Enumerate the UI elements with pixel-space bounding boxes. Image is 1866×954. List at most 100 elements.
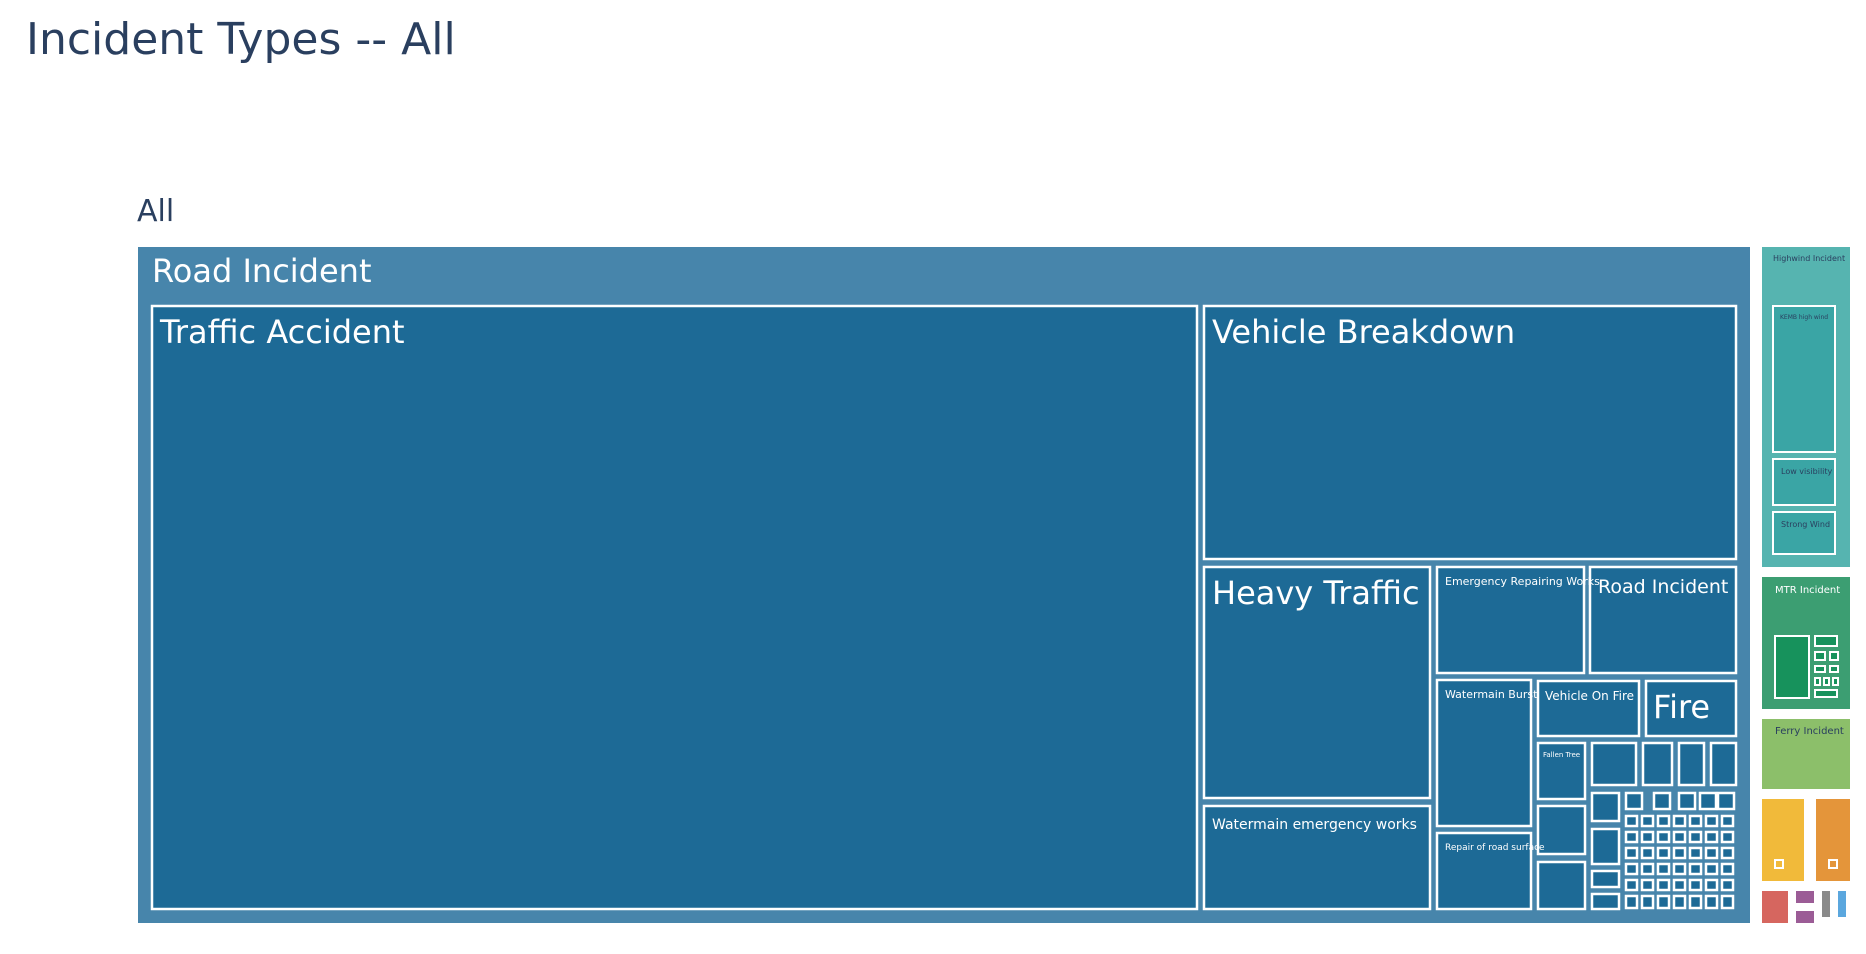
tile-road-small-1[interactable] [1590,741,1638,787]
tile-label-ferry-incident: Ferry Incident [1775,726,1844,737]
tile-road-tiny-11[interactable] [1704,814,1719,828]
tile-road-tiny-23[interactable] [1672,846,1687,860]
tile-label-watermain-emergency-works: Watermain emergency works [1212,817,1417,833]
tile-category-purple-1[interactable] [1796,891,1814,903]
tile-heavy-traffic[interactable] [1202,565,1432,800]
tile-mtr-child-2[interactable] [1814,635,1838,647]
tile-kemb-high-wind[interactable] [1772,305,1836,453]
tile-road-tiny-12[interactable] [1720,814,1735,828]
tile-road-tiny-18[interactable] [1704,830,1719,844]
treemap-root-label[interactable]: All [137,194,175,229]
tile-road-tiny-37[interactable] [1672,878,1687,892]
tile-road-tiny-35[interactable] [1640,878,1655,892]
tile-road-tiny-34[interactable] [1624,878,1639,892]
tile-road-tiny-22[interactable] [1656,846,1671,860]
tile-road-tiny-28[interactable] [1640,862,1655,876]
tile-repair-of-road-surface[interactable] [1435,831,1533,911]
tile-road-tiny-47[interactable] [1720,894,1735,910]
tile-mtr-child-3[interactable] [1814,651,1826,661]
tile-strong-wind[interactable] [1772,511,1836,555]
tile-road-tiny-26[interactable] [1720,846,1735,860]
tile-mtr-child-7[interactable] [1814,677,1821,686]
tile-road-tiny-45[interactable] [1688,894,1703,910]
tile-road-tiny-6[interactable] [1624,814,1639,828]
tile-road-tiny-29[interactable] [1656,862,1671,876]
tile-label-kemb-high-wind: KEMB high wind [1780,314,1828,321]
tile-road-small-8[interactable] [1590,827,1621,866]
tile-road-small-5[interactable] [1536,804,1587,856]
page-title: Incident Types -- All [26,14,456,65]
tile-vehicle-breakdown[interactable] [1202,304,1738,561]
tile-label-mtr-incident: MTR Incident [1775,585,1840,596]
tile-road-tiny-27[interactable] [1624,862,1639,876]
tile-road-tiny-21[interactable] [1640,846,1655,860]
tile-road-tiny-15[interactable] [1656,830,1671,844]
tile-road-tiny-14[interactable] [1640,830,1655,844]
tile-road-tiny-44[interactable] [1672,894,1687,910]
tile-road-tiny-36[interactable] [1656,878,1671,892]
tile-road-tiny-16[interactable] [1672,830,1687,844]
tile-road-tiny-33[interactable] [1720,862,1735,876]
tile-mtr-child-10[interactable] [1814,689,1838,698]
tile-category-blue[interactable] [1838,891,1846,917]
tile-ferry-incident[interactable] [1762,719,1850,789]
tile-road-tiny-32[interactable] [1704,862,1719,876]
tile-road-tiny-8[interactable] [1656,814,1671,828]
tile-road-tiny-25[interactable] [1704,846,1719,860]
tile-label-strong-wind: Strong Wind [1781,520,1830,529]
tile-road-tiny-19[interactable] [1720,830,1735,844]
tile-road-tiny-31[interactable] [1688,862,1703,876]
tile-road-tiny-4[interactable] [1698,791,1718,811]
tile-category-red[interactable] [1762,891,1788,923]
tile-road-tiny-41[interactable] [1624,894,1639,910]
tile-label-traffic-accident: Traffic Accident [159,313,405,351]
tile-road-tiny-24[interactable] [1688,846,1703,860]
tile-road-small-4[interactable] [1709,741,1738,787]
tile-road-tiny-17[interactable] [1688,830,1703,844]
tile-emergency-repairing-works[interactable] [1435,565,1586,675]
tile-road-tiny-5[interactable] [1716,791,1736,811]
tile-road-small-6[interactable] [1536,860,1587,911]
tile-road-tiny-46[interactable] [1704,894,1719,910]
tile-label-highwind-incident: Highwind Incident [1773,254,1845,263]
tile-road-tiny-20[interactable] [1624,846,1639,860]
tile-traffic-accident[interactable] [150,304,1199,911]
tile-watermain-emergency-works[interactable] [1202,804,1432,911]
tile-road-small-3[interactable] [1677,741,1706,787]
tile-category-grey[interactable] [1822,891,1830,917]
tile-road-tiny-38[interactable] [1688,878,1703,892]
tile-road-tiny-2[interactable] [1652,791,1672,811]
tile-mtr-child-9[interactable] [1832,677,1839,686]
tile-label-emergency-repairing-works: Emergency Repairing Works [1445,575,1600,588]
tile-vehicle-on-fire[interactable] [1536,679,1641,738]
tile-category-yellow-child[interactable] [1774,859,1784,869]
tile-road-tiny-10[interactable] [1688,814,1703,828]
tile-road-small-10[interactable] [1590,892,1621,911]
tile-label-fire: Fire [1653,688,1710,726]
tile-mtr-child-1[interactable] [1774,635,1810,699]
tile-mtr-child-4[interactable] [1829,651,1839,661]
tile-road-small-7[interactable] [1590,791,1621,823]
tile-category-purple-2[interactable] [1796,911,1814,923]
tile-road-tiny-7[interactable] [1640,814,1655,828]
tile-road-small-2[interactable] [1641,741,1674,787]
tile-mtr-child-5[interactable] [1814,665,1826,673]
tile-fire[interactable] [1644,679,1738,738]
tile-road-tiny-42[interactable] [1640,894,1655,910]
tile-road-tiny-1[interactable] [1624,791,1644,811]
tile-road-tiny-43[interactable] [1656,894,1671,910]
tile-road-tiny-9[interactable] [1672,814,1687,828]
tile-category-orange-child[interactable] [1828,859,1838,869]
tile-mtr-child-6[interactable] [1829,665,1839,673]
tile-road-tiny-13[interactable] [1624,830,1639,844]
tile-road-small-9[interactable] [1590,869,1621,889]
tile-fallen-tree[interactable] [1536,741,1587,801]
tile-road-incident-child[interactable] [1588,565,1738,675]
tile-road-tiny-3[interactable] [1677,791,1697,811]
tile-low-visibility[interactable] [1772,458,1836,506]
tile-mtr-child-8[interactable] [1823,677,1830,686]
tile-road-tiny-30[interactable] [1672,862,1687,876]
tile-watermain-burst[interactable] [1435,678,1533,828]
tile-road-tiny-39[interactable] [1704,878,1719,892]
tile-road-tiny-40[interactable] [1720,878,1735,892]
